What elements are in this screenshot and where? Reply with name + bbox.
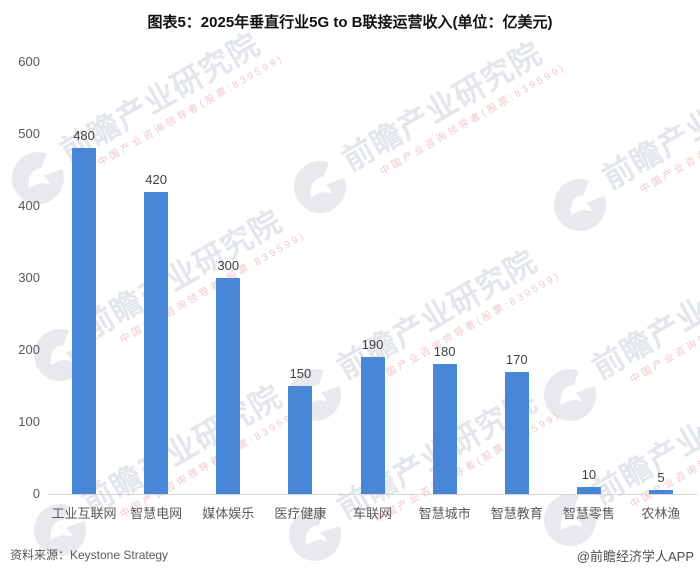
watermark-brand-text: 前瞻产业研究院 xyxy=(76,203,288,346)
y-axis-tick-label: 0 xyxy=(32,486,40,501)
watermark-brand-text: 前瞻产业研究院 xyxy=(596,53,700,196)
bar-value-label: 480 xyxy=(73,128,95,144)
category-label: 智慧城市 xyxy=(418,506,471,521)
qianzhan-logo-icon xyxy=(554,173,606,231)
category-label: 智慧电网 xyxy=(130,506,183,521)
watermark-unit: 前瞻产业研究院中国产业咨询领导者(股票:839599) xyxy=(534,236,700,430)
brand-note: @前瞻经济学人APP xyxy=(576,549,694,564)
bar-value-label: 150 xyxy=(289,366,312,381)
watermark-brand-text: 前瞻产业研究院 xyxy=(76,378,288,521)
watermark-unit: 前瞻产业研究院中国产业咨询领导者(股票:839599) xyxy=(544,46,700,240)
bar-value-label: 190 xyxy=(361,337,384,353)
y-axis-tick-label: 300 xyxy=(18,270,40,285)
category-label: 智慧教育 xyxy=(490,506,543,521)
watermark-tagline-text: 中国产业咨询领导者(股票:839599) xyxy=(638,80,700,197)
watermark-brand-text: 前瞻产业研究院 xyxy=(586,368,700,511)
watermark-brand-text: 前瞻产业研究院 xyxy=(54,26,266,169)
watermark-brand-text: 前瞻产业研究院 xyxy=(336,35,548,178)
y-axis-tick-label: 100 xyxy=(18,414,40,429)
watermark-unit: 前瞻产业研究院中国产业咨询领导者(股票:839599) xyxy=(534,361,700,555)
category-label: 车联网 xyxy=(352,506,392,521)
qianzhan-logo-icon xyxy=(294,155,346,213)
y-axis-tick-label: 500 xyxy=(18,126,40,141)
watermark-unit: 前瞻产业研究院中国产业咨询领导者(股票:839599) xyxy=(284,28,569,222)
bar xyxy=(72,148,97,494)
source-note: 资料来源：Keystone Strategy xyxy=(10,548,169,562)
watermark-tagline-text: 中国产业咨询领导者(股票:839599) xyxy=(96,53,287,170)
bar-value-label: 10 xyxy=(581,466,597,482)
bar xyxy=(360,357,385,494)
qianzhan-logo-icon xyxy=(544,363,596,421)
x-axis-line xyxy=(48,494,697,495)
watermark-tagline-text: 中国产业咨询领导者(股票:839599) xyxy=(378,62,569,179)
bar xyxy=(576,486,601,494)
bar xyxy=(504,371,529,494)
bar-value-label: 300 xyxy=(217,258,240,273)
bar xyxy=(288,386,313,494)
bar xyxy=(144,191,169,494)
bar xyxy=(648,490,673,494)
watermark-brand-text: 前瞻产业研究院 xyxy=(586,243,700,386)
chart-title: 图表5：2025年垂直行业5G to B联接运营收入(单位：亿美元) xyxy=(147,14,553,31)
bar xyxy=(216,278,241,494)
category-label: 农林渔 xyxy=(641,506,681,521)
y-axis-tick-label: 200 xyxy=(18,342,40,357)
bar xyxy=(432,364,457,494)
bar-value-label: 5 xyxy=(657,470,665,486)
bar-value-label: 420 xyxy=(145,171,167,187)
bar-value-label: 170 xyxy=(505,351,528,367)
category-label: 媒体娱乐 xyxy=(202,506,255,521)
y-axis-tick-label: 600 xyxy=(18,54,40,69)
y-axis-tick-label: 400 xyxy=(18,198,40,213)
watermark-tagline-text: 中国产业咨询领导者(股票:839599) xyxy=(628,270,700,387)
bar-value-label: 180 xyxy=(433,344,456,360)
watermark-tagline-text: 中国产业咨询领导者(股票:839599) xyxy=(118,230,309,347)
